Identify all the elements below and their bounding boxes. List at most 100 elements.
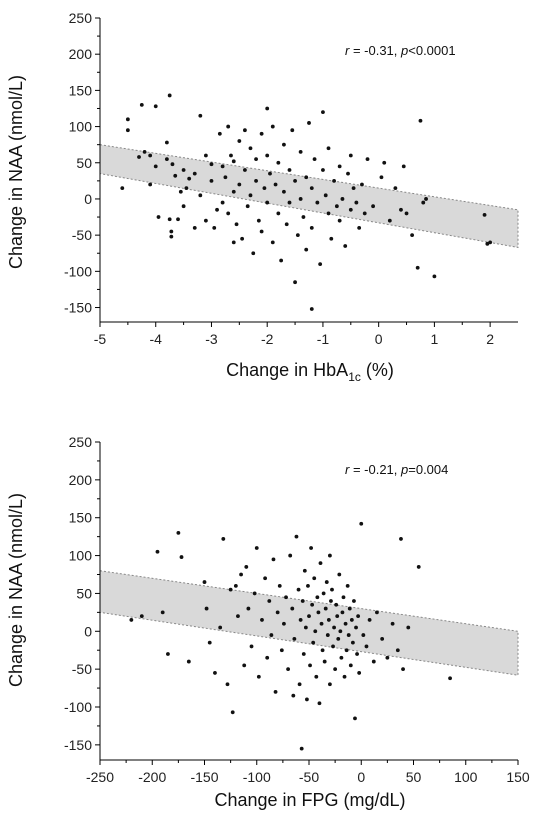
- data-point: [406, 625, 411, 630]
- data-point: [371, 204, 375, 209]
- data-point: [167, 93, 172, 98]
- data-point: [282, 621, 286, 626]
- data-point: [306, 583, 310, 588]
- data-point: [356, 614, 361, 619]
- data-point: [318, 262, 323, 266]
- data-point: [312, 157, 317, 162]
- data-point: [336, 636, 341, 641]
- data-point: [167, 217, 172, 222]
- data-point: [385, 655, 390, 660]
- data-point: [226, 124, 231, 129]
- data-point: [181, 168, 186, 172]
- data-point: [331, 644, 335, 649]
- x-tick-label: -4: [150, 331, 163, 347]
- data-point: [153, 164, 158, 169]
- y-tick-label: 150: [69, 82, 93, 98]
- data-point: [282, 142, 286, 147]
- x-tick-label: -2: [261, 331, 274, 347]
- x-tick-label: 0: [357, 769, 365, 785]
- data-point: [169, 229, 174, 234]
- data-point: [315, 200, 320, 205]
- data-point: [139, 614, 144, 619]
- data-point: [323, 606, 328, 611]
- data-point: [220, 164, 225, 169]
- data-point: [186, 659, 191, 664]
- data-point: [337, 572, 342, 577]
- data-point: [282, 189, 286, 194]
- data-point: [296, 587, 301, 592]
- data-point: [330, 587, 334, 592]
- data-point: [279, 648, 284, 653]
- data-point: [305, 697, 309, 702]
- data-point: [359, 521, 364, 526]
- data-point: [416, 565, 421, 569]
- data-point: [335, 614, 340, 619]
- data-point: [415, 265, 420, 270]
- data-point: [270, 124, 275, 129]
- data-point: [342, 674, 347, 679]
- data-point: [303, 625, 308, 630]
- data-point: [382, 160, 387, 165]
- data-point: [404, 211, 409, 216]
- data-point: [482, 212, 487, 217]
- y-tick-label: 200: [69, 46, 93, 62]
- data-point: [360, 182, 364, 187]
- data-point: [246, 606, 251, 611]
- data-point: [213, 671, 217, 675]
- data-point: [367, 618, 372, 622]
- data-point: [231, 159, 236, 164]
- data-point: [401, 667, 405, 672]
- data-point: [354, 625, 358, 630]
- data-point: [343, 244, 348, 248]
- x-tick-label: -50: [299, 769, 319, 785]
- data-point: [339, 655, 344, 660]
- data-point: [353, 716, 357, 721]
- data-point: [142, 150, 147, 154]
- data-point: [148, 153, 153, 158]
- data-point: [313, 629, 318, 634]
- data-point: [334, 204, 339, 209]
- data-point: [218, 625, 223, 630]
- data-point: [488, 240, 493, 245]
- data-point: [340, 610, 345, 615]
- data-point: [230, 710, 235, 715]
- data-point: [304, 247, 309, 252]
- data-point: [309, 307, 314, 311]
- x-axis-label: Change in HbA1c (%): [226, 360, 394, 384]
- confidence-band: [99, 570, 519, 676]
- data-point: [348, 207, 353, 212]
- data-point: [212, 226, 217, 230]
- data-point: [237, 182, 242, 187]
- data-point: [251, 251, 256, 256]
- data-point: [355, 652, 359, 656]
- data-point: [341, 595, 346, 600]
- data-point: [309, 226, 314, 230]
- data-point: [328, 553, 332, 558]
- data-point: [393, 186, 398, 190]
- data-point: [125, 117, 130, 122]
- data-point: [295, 233, 300, 238]
- data-point: [318, 561, 323, 566]
- data-point: [203, 153, 208, 158]
- data-point: [290, 128, 295, 133]
- data-point: [291, 693, 296, 698]
- data-point: [198, 113, 203, 118]
- y-tick-label: -100: [64, 263, 92, 279]
- data-point: [297, 682, 302, 687]
- data-point: [340, 197, 345, 201]
- data-point: [226, 211, 231, 216]
- data-point: [273, 689, 278, 694]
- data-point: [300, 599, 305, 603]
- data-point: [329, 599, 333, 603]
- data-point: [298, 150, 303, 154]
- data-point: [284, 595, 288, 600]
- data-point: [320, 648, 325, 653]
- y-tick-label: -150: [64, 737, 92, 753]
- data-point: [233, 583, 238, 588]
- data-point: [332, 178, 336, 183]
- y-axis-label: Change in NAA (nmol/L): [6, 493, 26, 687]
- confidence-band: [99, 144, 519, 249]
- data-point: [243, 128, 247, 133]
- data-point: [354, 200, 359, 205]
